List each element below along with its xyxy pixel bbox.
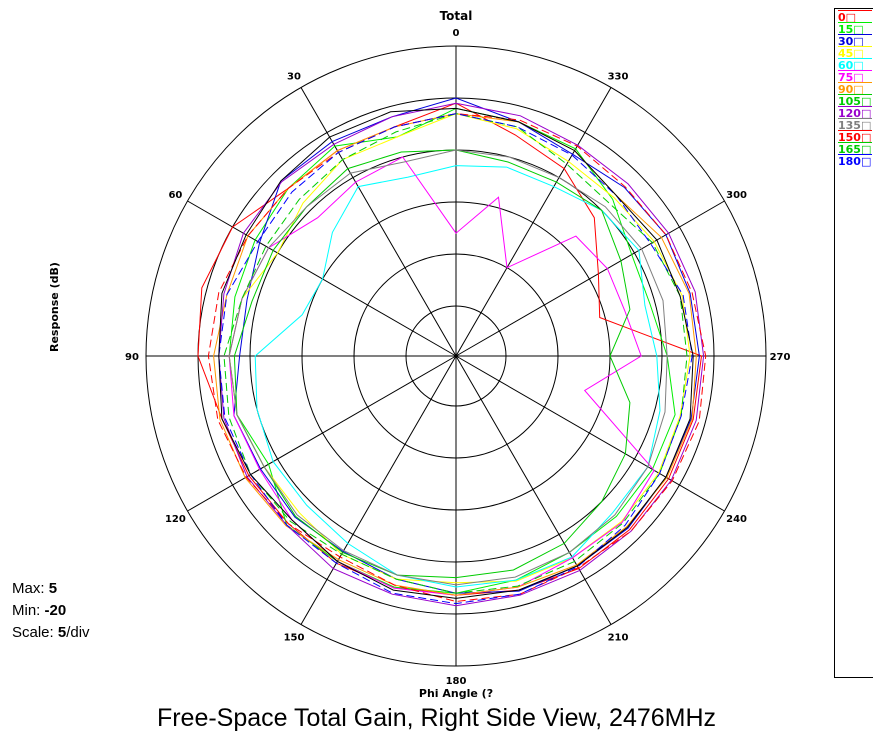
- legend-label: 120□: [838, 107, 872, 120]
- legend-item: 60□: [838, 58, 872, 72]
- legend-swatch: [838, 46, 872, 47]
- legend-item: 15□: [838, 22, 872, 36]
- series-trace: [218, 102, 705, 607]
- angle-tick-label: 150: [284, 633, 305, 644]
- legend-label: 135□: [838, 119, 872, 132]
- legend-item: 180□: [838, 154, 872, 168]
- legend-swatch: [838, 94, 872, 95]
- legend-label: 45□: [838, 47, 864, 60]
- series-trace: [218, 113, 693, 605]
- legend-item: 105□: [838, 94, 872, 108]
- angle-tick-label: 60: [168, 190, 182, 201]
- min-stat: Min: -20: [12, 602, 66, 619]
- legend: 0□ 15□ 30□ 45□ 60□ 75□ 90□ 105□ 120□ 135□ 150□ 165□…: [834, 8, 873, 678]
- angle-tick-label: 210: [608, 633, 629, 644]
- legend-label: 150□: [838, 131, 872, 144]
- grid-spoke: [300, 355, 457, 625]
- legend-item: 90□: [838, 82, 872, 96]
- series-trace: [223, 113, 688, 594]
- x-axis-label: Phi Angle (?: [419, 687, 493, 700]
- legend-label: 90□: [838, 83, 864, 96]
- legend-label: 165□: [838, 143, 872, 156]
- legend-label: 0□: [838, 11, 857, 24]
- angle-tick-label: 180: [446, 676, 467, 687]
- legend-swatch: [838, 34, 872, 35]
- angle-tick-label: 120: [165, 514, 186, 525]
- polar-grid: [145, 45, 767, 667]
- legend-swatch: [838, 10, 872, 11]
- grid-spoke: [455, 355, 612, 625]
- y-axis-label: Response (dB): [48, 262, 61, 352]
- series-trace: [233, 149, 631, 579]
- chart-title: Total: [440, 9, 473, 23]
- legend-swatch: [838, 130, 872, 131]
- angle-tick-label: 240: [726, 514, 747, 525]
- legend-swatch: [838, 142, 872, 143]
- legend-label: 75□: [838, 71, 864, 84]
- min-label: Min:: [12, 602, 41, 619]
- max-stat: Max: 5: [12, 580, 57, 597]
- grid-spoke: [455, 200, 725, 357]
- legend-label: 15□: [838, 23, 864, 36]
- legend-swatch: [838, 70, 872, 71]
- legend-swatch: [838, 118, 872, 119]
- legend-label: 30□: [838, 35, 864, 48]
- angle-tick-label: 270: [770, 352, 791, 363]
- series-trace: [254, 165, 661, 588]
- angle-tick-label: 30: [287, 71, 301, 82]
- series-trace: [228, 113, 691, 584]
- legend-item: 150□: [838, 130, 872, 144]
- max-value: 5: [48, 580, 58, 597]
- grid-spoke: [455, 355, 725, 512]
- scale-value: 5: [57, 624, 67, 641]
- legend-label: 105□: [838, 95, 872, 108]
- angle-tick-label: 90: [125, 352, 139, 363]
- legend-item: 30□: [838, 34, 872, 48]
- legend-item: 135□: [838, 118, 872, 132]
- legend-swatch: [838, 82, 872, 83]
- angle-tick-label: 330: [608, 71, 629, 82]
- grid-spoke: [300, 87, 457, 357]
- legend-item: 0□: [838, 10, 872, 24]
- series-trace: [228, 149, 668, 586]
- min-value: -20: [44, 602, 67, 619]
- legend-item: 45□: [838, 46, 872, 60]
- legend-swatch: [838, 154, 872, 155]
- legend-item: 165□: [838, 142, 872, 156]
- series-trace: [233, 97, 700, 594]
- legend-swatch: [838, 58, 872, 59]
- series-trace: [218, 107, 694, 599]
- grid-spoke: [187, 355, 457, 512]
- scale-stat: Scale: 5/div: [12, 624, 90, 641]
- legend-label: 180□: [838, 155, 872, 168]
- scale-label: Scale:: [12, 624, 54, 641]
- scale-unit: /div: [66, 624, 90, 641]
- angle-tick-label: 300: [726, 190, 747, 201]
- legend-item: 75□: [838, 70, 872, 84]
- grid-spoke: [455, 87, 612, 357]
- legend-item: 120□: [838, 106, 872, 120]
- legend-swatch: [838, 106, 872, 107]
- angle-tick-label: 0: [453, 28, 460, 39]
- series-trace: [213, 113, 697, 596]
- legend-label: 60□: [838, 59, 864, 72]
- figure-caption: Free-Space Total Gain, Right Side View, …: [156, 704, 717, 732]
- legend-swatch: [838, 22, 872, 23]
- max-label: Max:: [12, 580, 45, 597]
- series-trace: [197, 102, 703, 596]
- data-traces: [197, 97, 707, 607]
- angle-tick-labels: 0 30 60 90 120 150 180 210 240 270 300 330: [125, 28, 790, 687]
